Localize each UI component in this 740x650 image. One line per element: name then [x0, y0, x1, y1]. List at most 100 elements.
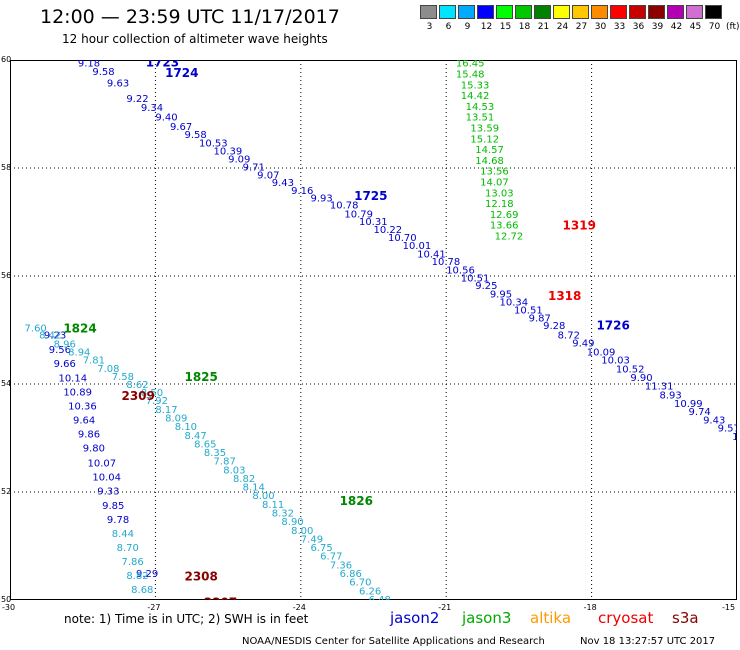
wave-height-label: 9.34 — [141, 103, 163, 114]
wave-height-label: 9.09 — [228, 154, 250, 165]
wave-height-label: 9.63 — [107, 79, 129, 90]
wave-height-label: 7.36 — [330, 560, 352, 571]
scale-swatch — [439, 5, 456, 19]
scale-label: 42 — [670, 22, 683, 32]
wave-height-label: 10.51 — [461, 274, 490, 285]
wave-height-label: 9.71 — [243, 162, 265, 173]
wave-height-label: 14.57 — [475, 145, 504, 156]
footer-credit: NOAA/NESDIS Center for Satellite Applica… — [242, 636, 545, 647]
wave-height-label: 8.06 — [136, 599, 158, 600]
scale-swatch — [420, 5, 437, 19]
wave-height-label: 13.51 — [466, 113, 495, 124]
legend-item-altika: altika — [530, 609, 572, 627]
wave-height-label: 9.16 — [291, 186, 313, 197]
longitude-tick-label: -15 — [722, 603, 736, 612]
wave-height-label: 10.41 — [417, 249, 446, 260]
wave-height-label: 10.03 — [601, 356, 630, 367]
wave-height-label: 8.82 — [233, 474, 255, 485]
wave-height-label: 8.09 — [165, 413, 187, 424]
longitude-tick-label: -21 — [438, 603, 452, 612]
wave-height-label: 10.04 — [92, 472, 121, 483]
wave-height-label: 8.00 — [252, 491, 274, 502]
latitude-tick-label: 54 — [1, 379, 12, 388]
scale-swatch — [686, 5, 703, 19]
scale-label: 21 — [537, 22, 550, 32]
wave-height-label: 8.11 — [262, 500, 284, 511]
wave-height-label: 9.58 — [184, 130, 206, 141]
wave-height-label: 9.25 — [475, 281, 497, 292]
wave-height-label: 9.18 — [78, 60, 100, 70]
scale-unit: (ft) — [726, 22, 740, 32]
wave-height-label: 13.03 — [485, 188, 514, 199]
scale-swatch — [572, 5, 589, 19]
wave-height-label: 7.92 — [146, 396, 168, 407]
wave-height-label: 9.86 — [78, 430, 100, 441]
scale-swatch — [477, 5, 494, 19]
wave-height-label: 12.18 — [485, 199, 514, 210]
wave-height-label: 10.78 — [432, 257, 461, 268]
scale-label: 70 — [708, 22, 721, 32]
wave-height-label: 9.28 — [543, 321, 565, 332]
scale-label: 15 — [499, 22, 512, 32]
wave-height-label: 8.72 — [558, 330, 580, 341]
wave-height-label: 10.09 — [587, 348, 616, 359]
pass-number-label: 1725 — [354, 189, 387, 203]
wave-height-label: 10.53 — [199, 139, 228, 150]
longitude-tick-label: -24 — [292, 603, 306, 612]
pass-number-label: 1726 — [596, 319, 629, 333]
scale-label: 45 — [689, 22, 702, 32]
wave-height-label: 9.57 — [718, 424, 737, 435]
wave-height-label: 9.90 — [630, 373, 652, 384]
wave-height-map: 9.189.589.639.229.349.409.679.5810.5310.… — [10, 60, 737, 600]
pass-number-label: 1318 — [548, 289, 581, 303]
scale-label: 30 — [594, 22, 607, 32]
wave-height-label: 7.60 — [25, 323, 47, 334]
wave-height-label: 8.93 — [659, 390, 681, 401]
map-plot-area: 9.18 9.58 9.63 9.22 9.34 9.40 9.67 9.58 10.53 10.… — [10, 60, 737, 600]
wave-height-label: 6.48 — [369, 595, 391, 600]
scale-label: 18 — [518, 22, 531, 32]
wave-height-label: 6.75 — [310, 543, 332, 554]
scale-swatch — [629, 5, 646, 19]
scale-swatch — [458, 5, 475, 19]
longitude-tick-label: -18 — [583, 603, 597, 612]
wave-height-label: 8.35 — [204, 448, 226, 459]
wave-height-label: 9.58 — [92, 67, 114, 78]
footer-note: note: 1) Time is in UTC; 2) SWH is in fe… — [64, 612, 309, 626]
map-subtitle: 12 hour collection of altimeter wave hei… — [62, 32, 328, 46]
scale-swatch — [648, 5, 665, 19]
wave-height-label: 10.56 — [446, 266, 475, 277]
scale-swatch — [496, 5, 513, 19]
wave-height-label: 7.49 — [301, 534, 323, 545]
wave-height-label: 9.74 — [689, 407, 711, 418]
map-frame — [10, 60, 737, 600]
scale-label: 27 — [575, 22, 588, 32]
wave-height-label: 9.43 — [703, 416, 725, 427]
wave-height-label: 6.70 — [349, 578, 371, 589]
scale-swatch — [667, 5, 684, 19]
scale-swatch — [705, 5, 722, 19]
wave-height-label: 8.14 — [243, 483, 265, 494]
wave-height-label: 10.14 — [58, 374, 87, 385]
wave-height-label: 6.86 — [340, 569, 362, 580]
wave-height-label: 13.59 — [470, 124, 499, 135]
wave-height-label: 8.42 — [39, 330, 61, 341]
pass-number-label: 1724 — [165, 66, 198, 80]
wave-height-label: 9.95 — [490, 289, 512, 300]
wave-height-label: 10.52 — [616, 364, 645, 375]
scale-swatch — [591, 5, 608, 19]
wave-height-label: 7.58 — [112, 372, 134, 383]
wave-height-label: 9.85 — [102, 501, 124, 512]
pass-number-label: 2307 — [204, 596, 237, 600]
wave-height-label: 8.68 — [131, 585, 153, 596]
wave-height-label: 8.94 — [68, 348, 90, 359]
legend-item-cryosat: cryosat — [598, 609, 654, 627]
wave-height-label: 7.86 — [121, 557, 143, 568]
wave-height-label: 10.89 — [63, 388, 92, 399]
scale-label: 6 — [445, 22, 452, 32]
wave-height-label: 7.08 — [97, 364, 119, 375]
wave-height-label: 10.07 — [88, 458, 117, 469]
wave-height-label: 9.67 — [170, 122, 192, 133]
latitude-tick-label: 58 — [1, 163, 12, 172]
wave-height-label: 8.82 — [126, 571, 148, 582]
